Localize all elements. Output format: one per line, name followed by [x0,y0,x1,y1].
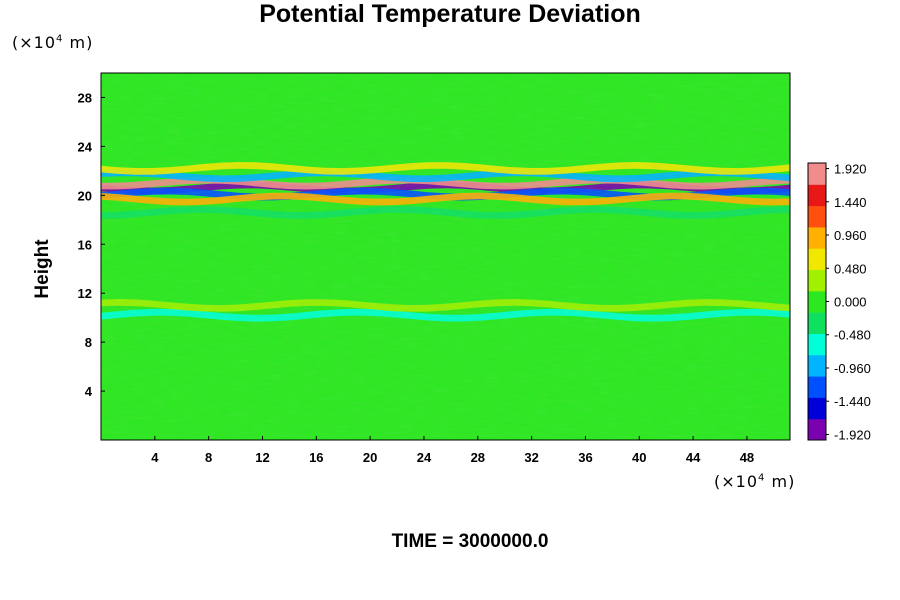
x-tick-label: 4 [151,450,159,465]
x-tick-label: 48 [740,450,754,465]
colorbar-swatch [808,376,826,398]
x-tick-label: 20 [363,450,377,465]
colorbar-swatch [808,184,826,207]
colorbar-swatch [808,290,826,313]
colorbar-swatch [808,312,826,334]
x-axis-units: (×104 m) [714,472,796,491]
y-tick-label: 12 [78,286,92,301]
colorbar-tick-label: 0.480 [834,261,867,276]
x-tick-label: 28 [471,450,485,465]
colorbar-swatch [808,205,826,228]
colorbar-tick-label: -1.920 [834,427,871,442]
colorbar-swatch [808,333,826,356]
x-axis: 4 8 12 16 20 24 28 32 36 40 44 48 [151,436,754,465]
x-tick-label: 12 [255,450,269,465]
colorbar-tick-label: 0.000 [834,295,867,310]
colorbar-swatch [808,163,826,185]
colorbar-tick-label: -0.960 [834,361,871,376]
x-tick-label: 32 [524,450,538,465]
y-axis-units: (×104 m) [12,33,94,52]
colorbar-tick-label: -1.440 [834,394,871,409]
y-tick-label: 24 [78,139,93,154]
x-tick-label: 8 [205,450,212,465]
x-tick-label: 16 [309,450,323,465]
x-tick-label: 36 [578,450,592,465]
colorbar-tick-label: 1.920 [834,162,867,177]
colorbar-tick-label: -0.480 [834,328,871,343]
colorbar-swatch [808,248,826,271]
x-tick-label: 44 [686,450,701,465]
y-axis: 4 8 12 16 20 24 28 [78,90,105,399]
colorbar-swatch [808,397,826,420]
colorbar-swatch [808,226,826,249]
y-tick-label: 8 [85,335,92,350]
x-tick-label: 24 [417,450,432,465]
colorbar-tick-label: 1.440 [834,195,867,210]
colorbar-swatch [808,354,826,377]
chart-title: Potential Temperature Deviation [259,0,641,28]
y-tick-label: 20 [78,188,92,203]
time-label: TIME = 3000000.0 [391,531,549,552]
heatmap-texture [101,73,790,440]
colorbar: 1.920 1.440 0.960 0.480 0.000 -0.480 -0.960 -1.… [807,162,871,442]
heatmap-plot-area [101,73,790,440]
y-tick-label: 16 [78,237,92,252]
colorbar-swatch [808,269,826,292]
colorbar-swatch [808,418,826,441]
colorbar-tick-label: 0.960 [834,228,867,243]
x-tick-label: 40 [632,450,646,465]
plot-frame [100,72,791,441]
y-tick-label: 28 [78,90,92,105]
y-tick-label: 4 [85,384,93,399]
